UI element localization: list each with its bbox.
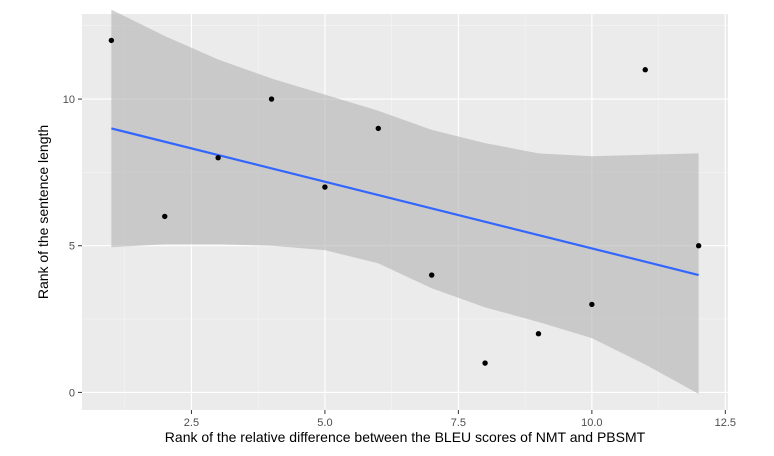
x-axis-title: Rank of the relative difference between … — [165, 429, 646, 445]
data-points — [108, 37, 702, 366]
y-tick-label: 0 — [69, 387, 75, 399]
y-axis-ticks: 0 5 10 — [63, 94, 82, 399]
data-point — [322, 184, 328, 190]
data-point — [375, 125, 382, 132]
data-point — [482, 360, 488, 366]
data-point — [695, 243, 702, 249]
data-point — [428, 272, 435, 278]
data-point — [589, 301, 595, 308]
data-point — [108, 37, 115, 44]
x-tick-label: 10.0 — [581, 417, 602, 429]
x-axis-ticks: 2.5 5.0 7.5 10.0 12.5 — [184, 410, 736, 429]
data-point — [642, 67, 648, 73]
x-tick-label: 12.5 — [715, 417, 736, 429]
y-axis-title: Rank of the sentence length — [35, 125, 51, 299]
y-tick-label: 5 — [69, 241, 75, 253]
data-point — [162, 213, 168, 220]
x-tick-label: 5.0 — [317, 417, 332, 429]
x-tick-label: 2.5 — [184, 417, 199, 429]
x-tick-label: 7.5 — [451, 417, 466, 429]
data-point — [268, 96, 275, 102]
regression-line — [111, 127, 699, 277]
y-tick-label: 10 — [63, 94, 75, 106]
data-point — [535, 331, 542, 337]
data-point — [215, 155, 221, 161]
